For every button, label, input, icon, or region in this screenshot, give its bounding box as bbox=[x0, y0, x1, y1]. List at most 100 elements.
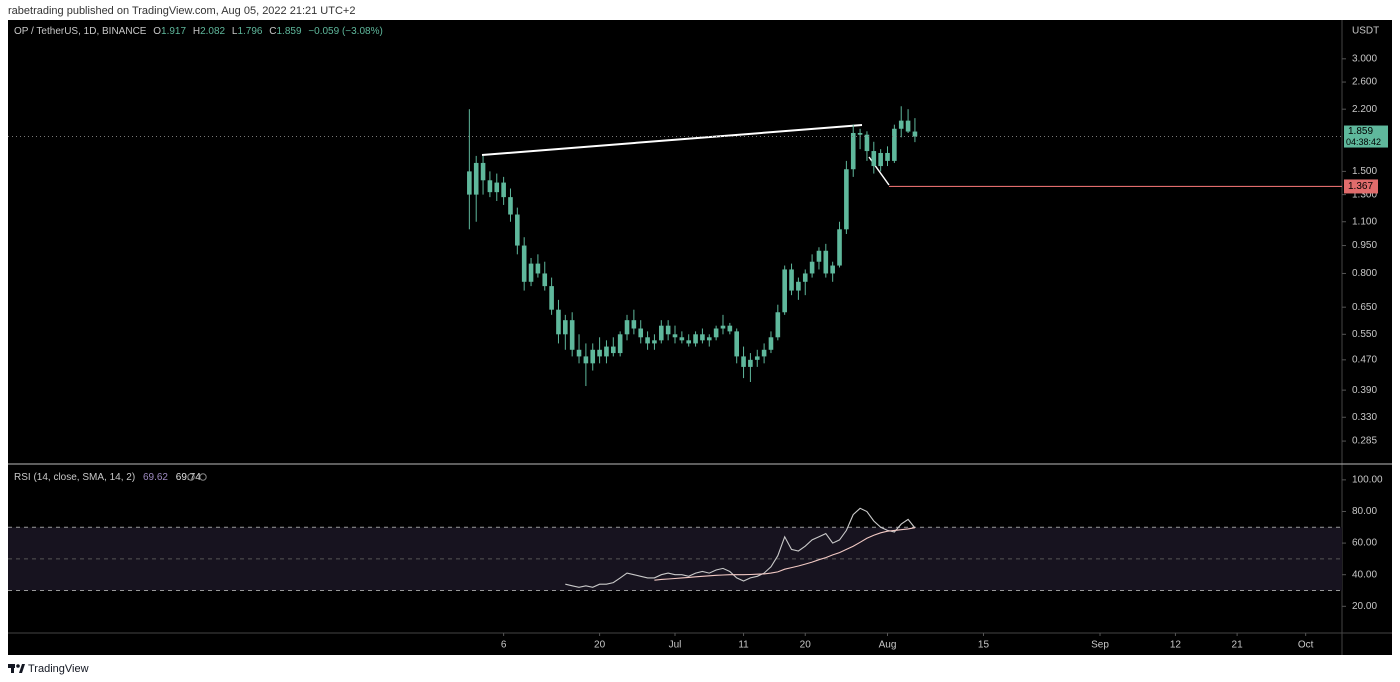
candle-body bbox=[501, 182, 506, 198]
candle-body bbox=[576, 349, 582, 357]
y-tick-label: 0.650 bbox=[1352, 302, 1377, 313]
rsi-title: RSI (14, close, SMA, 14, 2) bbox=[14, 472, 135, 483]
candle-body bbox=[885, 152, 890, 161]
ohlc-value: 2.082 bbox=[200, 26, 225, 37]
candle-body bbox=[515, 214, 520, 246]
candle-body bbox=[658, 325, 664, 341]
symbol-title: OP / TetherUS, 1D, BINANCE bbox=[14, 26, 147, 37]
change-label: −0.059 (−3.08%) bbox=[308, 26, 383, 37]
footer-logo-text: TradingView bbox=[28, 663, 89, 675]
candle-body bbox=[631, 320, 637, 329]
y-tick-label: 0.470 bbox=[1352, 354, 1377, 365]
x-tick-label: 20 bbox=[594, 640, 606, 651]
candle-body bbox=[830, 265, 835, 274]
x-tick-label: 11 bbox=[738, 640, 749, 651]
y-tick-label: 1.100 bbox=[1352, 216, 1377, 227]
candle-body bbox=[556, 309, 561, 335]
candle-body bbox=[652, 340, 657, 344]
candle-body bbox=[590, 349, 596, 364]
y-tick-label: 100.00 bbox=[1352, 474, 1383, 485]
main-legend: OP / TetherUS, 1D, BINANCE O1.917 H2.082… bbox=[14, 26, 383, 37]
candle-body bbox=[878, 152, 883, 167]
candle-body bbox=[789, 269, 794, 291]
candle-body bbox=[912, 131, 918, 137]
ohlc-value: 1.917 bbox=[161, 26, 186, 37]
logo-shape bbox=[19, 664, 25, 673]
candle-body bbox=[528, 263, 534, 282]
rsi-line bbox=[565, 507, 916, 588]
level-label-box bbox=[1344, 179, 1378, 194]
hidden-icon[interactable] bbox=[187, 473, 195, 481]
candle-body bbox=[741, 356, 746, 367]
logo-shape bbox=[16, 664, 20, 668]
ohlc-value: 1.796 bbox=[237, 26, 262, 37]
y-tick-label: 0.550 bbox=[1352, 329, 1377, 340]
y-tick-label: 80.00 bbox=[1352, 506, 1377, 517]
candle-body bbox=[734, 331, 739, 357]
candle-body bbox=[467, 171, 472, 195]
x-tick-label: 6 bbox=[501, 640, 507, 651]
candle-body bbox=[679, 337, 685, 341]
candle-body bbox=[508, 197, 513, 215]
y-tick-label: 60.00 bbox=[1352, 538, 1377, 549]
candle-body bbox=[850, 132, 856, 170]
x-tick-label: 15 bbox=[978, 640, 990, 651]
candle-body bbox=[604, 346, 609, 357]
rsi-legend: RSI (14, close, SMA, 14, 2) 69.62 69.74 bbox=[14, 472, 201, 483]
candle-body bbox=[898, 120, 904, 129]
y-tick-label: 1.500 bbox=[1352, 166, 1377, 177]
candle-body bbox=[569, 320, 575, 350]
candle-body bbox=[494, 182, 500, 193]
candle-body bbox=[905, 120, 911, 132]
candle-body bbox=[713, 328, 719, 338]
candle-body bbox=[686, 340, 692, 344]
hidden-icon[interactable] bbox=[199, 473, 207, 481]
rsi-band-layer bbox=[8, 526, 1342, 592]
candle-body bbox=[611, 346, 616, 354]
candle-body bbox=[583, 356, 589, 364]
candle-body bbox=[782, 269, 787, 313]
rsi-line bbox=[654, 527, 915, 581]
candle-body bbox=[809, 261, 815, 274]
candle-body bbox=[700, 334, 705, 341]
candle-body bbox=[693, 334, 698, 344]
candle-body bbox=[480, 162, 486, 181]
x-tick-label: Aug bbox=[879, 640, 897, 651]
y-tick-label: 1.300 bbox=[1352, 189, 1377, 200]
y-tick-label: 0.285 bbox=[1352, 436, 1377, 447]
level-label: 1.367 bbox=[1348, 181, 1373, 192]
candle-body bbox=[706, 337, 712, 341]
candle-body bbox=[892, 128, 897, 161]
y-tick-label: 0.800 bbox=[1352, 268, 1377, 279]
logo-shape bbox=[11, 664, 14, 673]
y-tick-label: 0.390 bbox=[1352, 385, 1377, 396]
candle-body bbox=[761, 349, 767, 357]
candle-body bbox=[672, 334, 678, 338]
y-tick-label: 20.00 bbox=[1352, 601, 1377, 612]
candle-body bbox=[624, 320, 630, 335]
ohlc-prefix: H bbox=[193, 26, 200, 37]
last-price-box bbox=[1344, 125, 1388, 148]
x-tick-label: 12 bbox=[1170, 640, 1182, 651]
publish-note: rabetrading published on TradingView.com… bbox=[8, 5, 355, 17]
candle-body bbox=[754, 356, 760, 360]
candle-body bbox=[775, 312, 781, 338]
candle-body bbox=[871, 151, 877, 167]
y-tick-label: 0.950 bbox=[1352, 240, 1377, 251]
candle-body bbox=[549, 286, 554, 310]
candle-body bbox=[473, 162, 479, 195]
y-tick-label: 2.200 bbox=[1352, 104, 1377, 115]
candle-body bbox=[542, 273, 548, 287]
x-tick-label: 21 bbox=[1232, 640, 1244, 651]
candle-body bbox=[857, 132, 863, 135]
x-tick-label: Jul bbox=[669, 640, 682, 651]
candle-body bbox=[638, 328, 644, 338]
candle-body bbox=[823, 250, 829, 274]
candle-body bbox=[617, 334, 623, 354]
sma-last-value: 69.74 bbox=[176, 472, 201, 483]
candle-body bbox=[645, 337, 650, 344]
candle-body bbox=[720, 325, 726, 329]
x-tick-label: 20 bbox=[800, 640, 812, 651]
